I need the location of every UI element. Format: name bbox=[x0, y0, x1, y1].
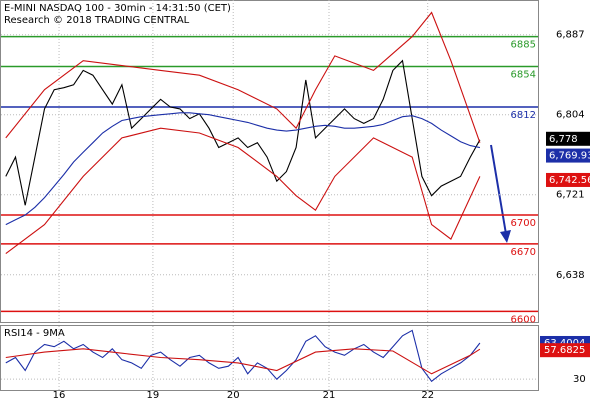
y-tick-label: 6,887 bbox=[556, 30, 585, 41]
price-tag bbox=[546, 131, 590, 146]
price-line bbox=[5, 11, 481, 143]
level-label: 6670 bbox=[511, 247, 536, 258]
x-tick-label: 21 bbox=[323, 390, 336, 400]
price-tag-label: 6,769.93 bbox=[549, 151, 590, 162]
x-tick-label: 16 bbox=[53, 390, 66, 400]
y-tick-label: 30 bbox=[573, 374, 586, 385]
price-panel bbox=[0, 0, 539, 323]
price-line bbox=[5, 112, 481, 226]
level-label: 6885 bbox=[511, 40, 536, 51]
price-tag-label: 6,778 bbox=[549, 134, 578, 145]
forecast-arrow bbox=[490, 144, 507, 235]
x-tick-label: 19 bbox=[147, 390, 160, 400]
rsi-line bbox=[5, 329, 481, 383]
level-label: 6600 bbox=[511, 314, 536, 325]
price-tag bbox=[546, 172, 590, 187]
x-tick-label: 22 bbox=[421, 390, 434, 400]
rsi-tag bbox=[540, 343, 590, 358]
arrow-head bbox=[500, 230, 511, 243]
rsi-panel bbox=[0, 325, 539, 391]
price-tag bbox=[546, 148, 590, 163]
price-line bbox=[5, 59, 481, 206]
level-label: 6700 bbox=[511, 218, 536, 229]
y-tick-label: 6,638 bbox=[556, 270, 585, 281]
price-tag-label: 6,742.56 bbox=[549, 175, 590, 186]
level-label: 6854 bbox=[511, 70, 536, 81]
rsi-line bbox=[5, 348, 481, 375]
y-tick-label: 6,804 bbox=[556, 110, 585, 121]
chart-subtitle: Research © 2018 TRADING CENTRAL bbox=[4, 15, 190, 26]
x-tick-label: 20 bbox=[227, 390, 240, 400]
y-tick-label: 6,721 bbox=[556, 190, 585, 201]
rsi-tag-label: 57.6825 bbox=[544, 345, 585, 356]
chart-title: E-MINI NASDAQ 100 - 30min - 14:31:50 (CE… bbox=[4, 3, 231, 14]
rsi-title: RSI14 - 9MA bbox=[4, 328, 65, 339]
level-label: 6812 bbox=[511, 110, 536, 121]
price-line bbox=[5, 127, 481, 255]
